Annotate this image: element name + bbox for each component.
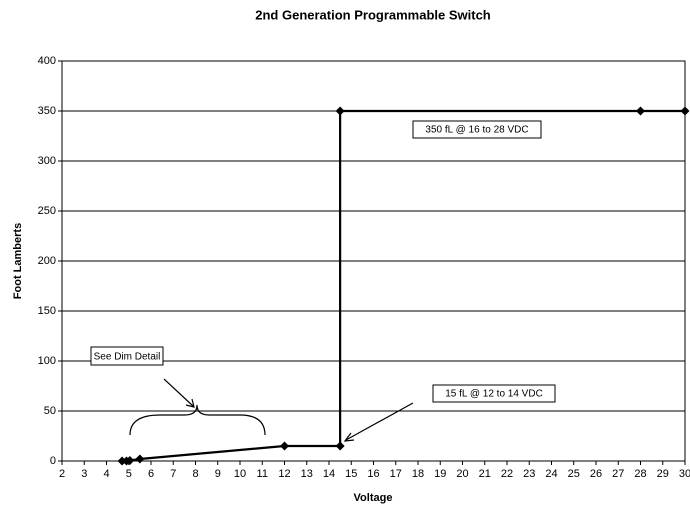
x-tick-label: 16 [367,468,379,480]
x-tick-label: 7 [170,468,176,480]
annotation-box [90,346,164,366]
y-tick-label: 350 [38,105,56,117]
x-tick-label: 17 [390,468,402,480]
x-tick-label: 26 [590,468,602,480]
x-tick-label: 5 [126,468,132,480]
annotation: 15 fL @ 12 to 14 VDC [445,389,543,400]
annotation: See Dim Detail [94,352,161,363]
data-point [335,106,345,116]
x-tick-label: 23 [523,468,535,480]
data-point [280,441,289,451]
x-tick-label: 10 [234,468,246,480]
annotation: 350 fL @ 16 to 28 VDC [425,125,528,136]
y-tick-label: 300 [38,155,56,167]
x-tick-label: 20 [456,468,468,480]
y-tick-label: 400 [38,55,56,67]
y-tick-label: 50 [44,405,56,417]
x-tick-label: 18 [412,468,424,480]
x-tick-label: 9 [215,468,221,480]
x-tick-label: 30 [679,468,690,480]
y-tick-label: 0 [50,455,56,467]
plot-area [61,60,686,462]
data-point [680,106,690,116]
x-tick-label: 3 [81,468,87,480]
x-tick-label: 4 [103,468,109,480]
x-tick-label: 19 [434,468,446,480]
x-tick-label: 14 [323,468,335,480]
x-tick-label: 8 [192,468,198,480]
x-tick-label: 6 [148,468,154,480]
data-point [125,456,135,465]
x-tick-label: 27 [612,468,624,480]
x-tick-label: 13 [301,468,313,480]
x-axis-label: Voltage [354,492,393,504]
y-tick-label: 250 [38,205,56,217]
data-point [335,441,345,451]
y-tick-label: 150 [38,305,56,317]
x-tick-label: 15 [345,468,357,480]
x-tick-label: 12 [278,468,290,480]
data-point [135,454,145,464]
annotation-arrows [129,378,414,442]
y-axis-label: Foot Lamberts [12,223,24,299]
annotation-box [432,384,556,403]
chart-title: 2nd Generation Programmable Switch [255,7,491,22]
annotation-box [412,120,542,139]
x-tick-label: 24 [545,468,557,480]
x-tick-label: 28 [634,468,646,480]
x-tick-label: 2 [59,468,65,480]
x-tick-label: 21 [479,468,491,480]
data-point [636,106,645,116]
x-tick-label: 11 [257,468,268,480]
y-tick-label: 100 [38,355,56,367]
x-tick-label: 25 [568,468,580,480]
x-tick-label: 22 [501,468,513,480]
x-tick-label: 29 [657,468,669,480]
y-tick-label: 200 [38,255,56,267]
